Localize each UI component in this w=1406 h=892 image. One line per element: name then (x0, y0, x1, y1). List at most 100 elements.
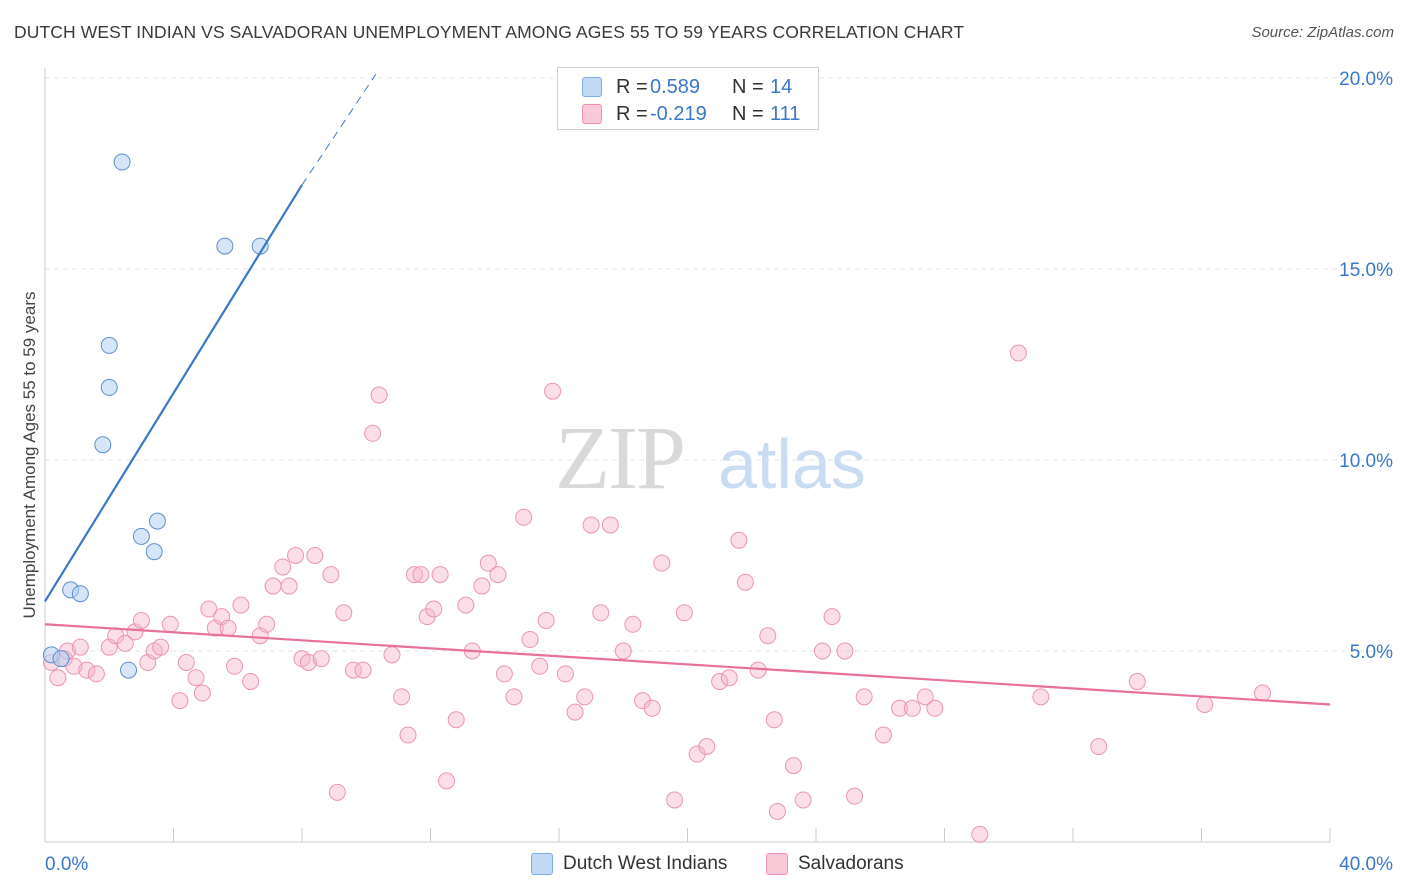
salvadoran-point (566, 703, 584, 721)
salvadoran-point (521, 631, 539, 649)
y-axis-label: Unemployment Among Ages 55 to 59 years (20, 291, 39, 619)
y-tick-label: 20.0% (1339, 69, 1393, 90)
salvadoran-point (354, 661, 372, 679)
salvadoran-point (232, 596, 250, 614)
salvadoran-point (846, 787, 864, 805)
salvadoran-point (187, 669, 205, 687)
salvadoran-point (299, 653, 317, 671)
salvadoran-point (457, 596, 475, 614)
salvadoran-point (335, 604, 353, 622)
salvadoran-point (193, 684, 211, 702)
dutch-west-indian-point (94, 436, 112, 454)
legend-swatch-blue (582, 77, 602, 97)
salvadoran-point (370, 386, 388, 404)
legend-r-value: 0.589 (650, 76, 701, 98)
salvadoran-point (405, 566, 423, 584)
dutch-west-indians-trend-extension (301, 73, 377, 186)
x-axis-ticks (44, 828, 1331, 842)
salvadoran-point (874, 726, 892, 744)
watermark-atlas: atlas (718, 425, 866, 503)
salvadoran-point (768, 802, 786, 820)
salvadoran-point (711, 673, 729, 691)
salvadoran-point (274, 558, 292, 576)
salvadoran-point (473, 577, 491, 595)
legend-box: R = 0.589 N = 14 R = -0.219 N = 111 (557, 67, 819, 130)
salvadoran-point (87, 665, 105, 683)
dutch-west-indians-points (42, 153, 269, 679)
salvadoran-point (438, 772, 456, 790)
dutch-west-indian-point (113, 153, 131, 171)
salvadoran-point (306, 547, 324, 564)
salvadoran-point (161, 615, 179, 633)
salvadoran-point (287, 547, 305, 564)
x-tick-label-max: 40.0% (1339, 854, 1393, 875)
salvadoran-point (264, 577, 282, 595)
salvadoran-point (200, 600, 218, 618)
salvadoran-point (1254, 684, 1272, 702)
salvadoran-point (505, 688, 523, 706)
salvadoran-point (730, 531, 748, 549)
salvadoran-point (736, 573, 754, 591)
salvadoran-point (916, 688, 934, 706)
salvadoran-point (489, 566, 507, 584)
salvadoran-point (515, 508, 533, 526)
y-tick-label: 10.0% (1339, 451, 1393, 472)
x-tick-labels: 0.0% 40.0% (45, 854, 1393, 875)
salvadoran-point (280, 577, 298, 595)
salvadoran-point (765, 711, 783, 729)
salvadoran-point (582, 516, 600, 534)
salvadoran-point (71, 638, 89, 656)
salvadoran-point (823, 608, 841, 626)
salvadoran-point (1128, 673, 1146, 691)
salvadoran-point (576, 688, 594, 706)
salvadoran-point (855, 688, 873, 706)
bottom-legend-dutch: Dutch West Indians (531, 852, 727, 876)
salvadoran-point (344, 661, 362, 679)
trend-lines (44, 73, 1331, 706)
salvadoran-point (544, 382, 562, 400)
dutch-west-indians-trend-line (44, 184, 303, 602)
dutch-west-indian-point (120, 661, 138, 679)
legend-n-value: 111 (770, 103, 801, 125)
salvadoran-point (592, 604, 610, 622)
gridlines (45, 77, 1393, 652)
salvadoran-point (624, 615, 642, 633)
salvadoran-point (1009, 344, 1027, 362)
legend-swatch-pink (582, 104, 602, 124)
salvadoran-point (556, 665, 574, 683)
y-tick-labels: 5.0% 10.0% 15.0% 20.0% (1339, 69, 1393, 663)
salvadoran-point (794, 791, 812, 809)
salvadoran-point (393, 688, 411, 706)
salvadoran-point (364, 424, 382, 442)
salvadoran-point (65, 657, 83, 675)
salvadoran-point (412, 566, 430, 584)
salvadoran-point (971, 825, 989, 843)
salvadoran-point (177, 653, 195, 671)
salvadoran-point (1196, 695, 1214, 713)
salvadoran-point (495, 665, 513, 683)
source-credit: Source: ZipAtlas.com (1251, 24, 1394, 41)
salvadoran-point (431, 566, 449, 584)
salvadoran-point (328, 783, 346, 801)
dutch-west-indian-point (216, 237, 234, 255)
salvadoran-point (116, 634, 134, 652)
legend-r-label: R = (616, 103, 648, 125)
watermark-zip: ZIP (555, 409, 684, 508)
salvadoran-point (447, 711, 465, 729)
legend-r-label: R = (616, 76, 648, 98)
dutch-west-indian-point (148, 512, 166, 530)
dutch-west-indian-point (132, 527, 150, 545)
salvadoran-point (666, 791, 684, 809)
salvadoran-point (675, 604, 693, 622)
salvadoran-point (1090, 738, 1108, 755)
salvadoran-point (425, 600, 443, 618)
salvadoran-point (171, 692, 189, 710)
dutch-west-indian-point (100, 378, 118, 396)
salvadoran-point (49, 669, 67, 687)
bottom-legend-label: Salvadorans (798, 853, 904, 874)
salvadoran-point (537, 611, 555, 629)
chart-title: DUTCH WEST INDIAN VS SALVADORAN UNEMPLOY… (14, 22, 965, 42)
salvadoran-point (78, 661, 96, 679)
salvadoran-point (242, 673, 260, 691)
